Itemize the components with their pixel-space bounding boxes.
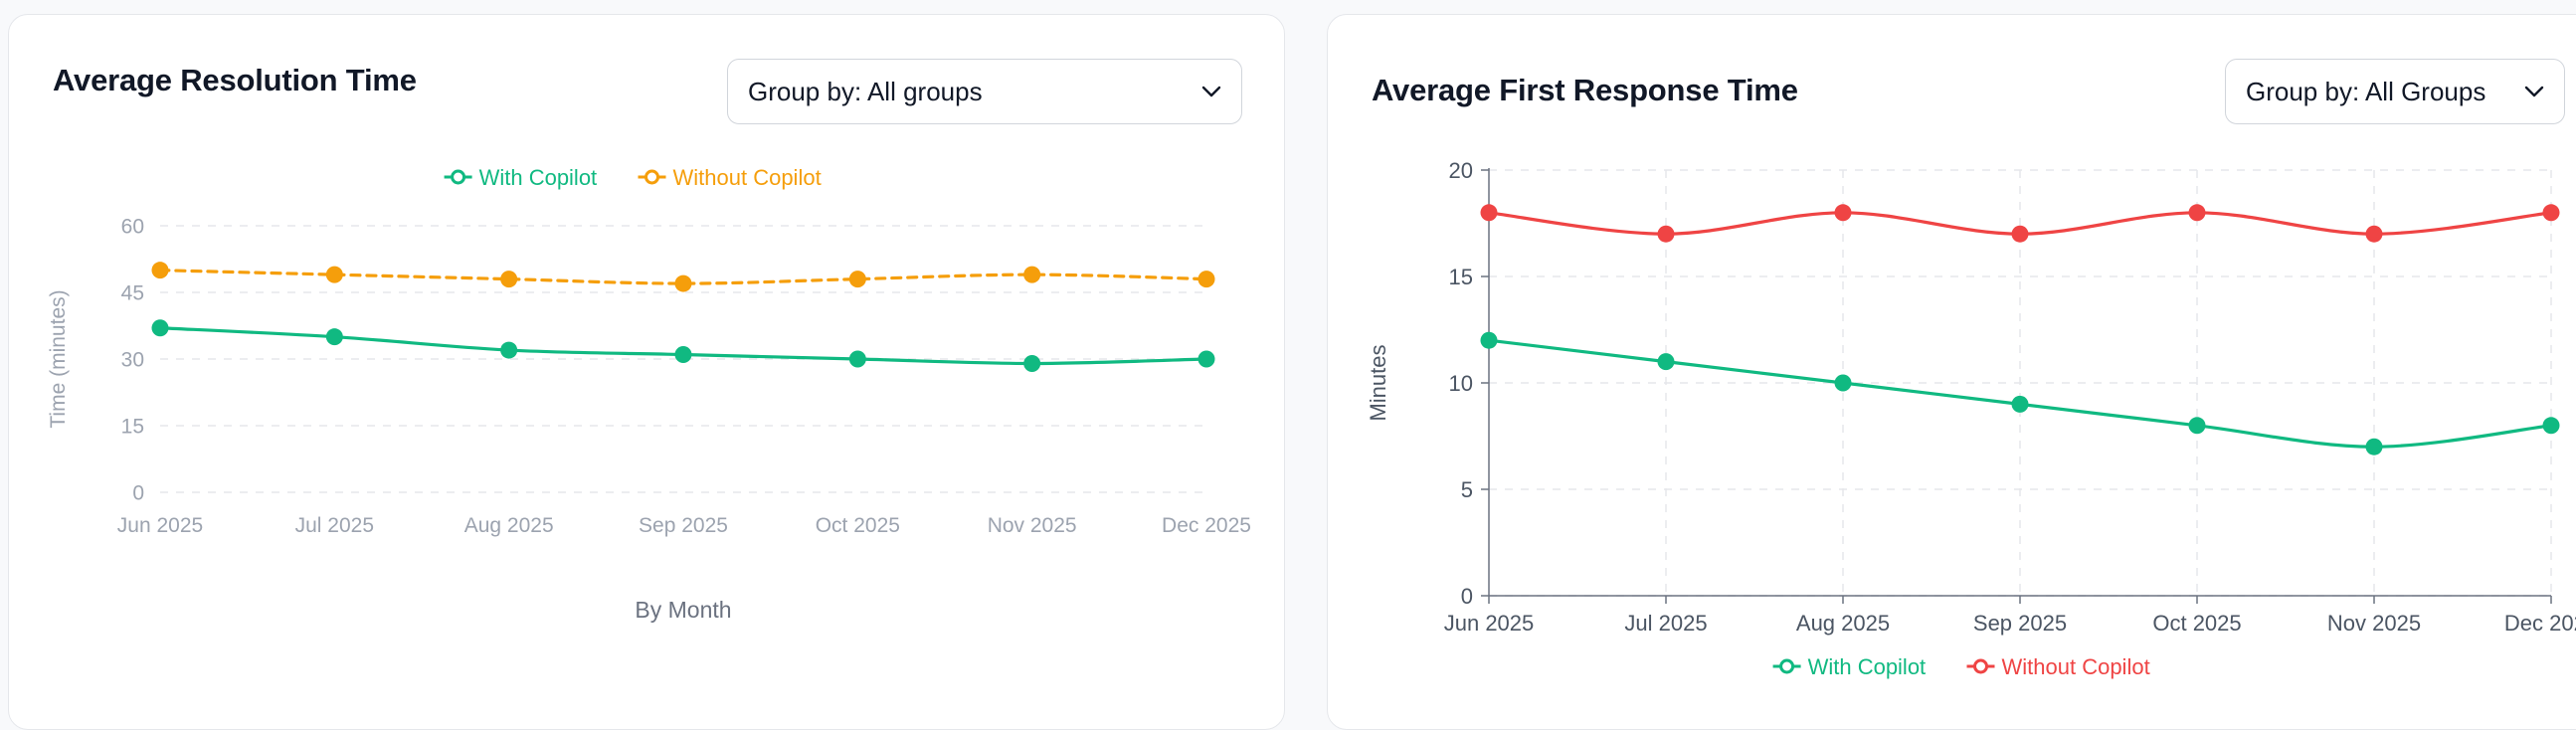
resolution-time-title: Average Resolution Time [53,63,417,97]
data-point [1197,350,1215,368]
group-by-select-value: Group by: All groups [748,76,983,106]
y-axis-label: Time (minutes) [47,289,70,428]
chevron-down-icon [1201,86,1221,97]
data-point [2011,395,2029,413]
y-tick-label: 15 [1449,265,1473,289]
x-tick-label: Dec 2025 [2504,611,2576,636]
y-tick-label: 45 [121,282,144,305]
x-tick-label: Oct 2025 [816,514,900,537]
y-axis-label: Minutes [1366,344,1390,421]
first-response-time-title: Average First Response Time [1372,73,1798,107]
x-tick-label: Jul 2025 [1624,611,1707,636]
y-tick-label: 20 [1449,158,1473,183]
x-tick-label: Aug 2025 [1796,611,1890,636]
first-response-time-card: Average First Response Time Group by: Al… [1327,14,2576,730]
legend-marker-icon [644,169,660,185]
data-point [1657,353,1675,371]
y-tick-label: 5 [1461,477,1473,502]
data-point [325,328,343,346]
y-tick-label: 0 [132,482,144,505]
first-response-time-chart: 0 5 10 15 20 Jun 2025 Jul 2025 Aug 2025 Sep 2025… [1366,158,2576,679]
group-by-select[interactable]: Group by: All Groups [2225,59,2565,124]
legend-item-with-copilot: With Copilot [1772,654,1927,679]
resolution-time-card: Average Resolution Time Group by: All gr… [8,14,1285,730]
data-point [2188,204,2206,222]
x-tick-label: Jul 2025 [295,514,374,537]
data-point [674,274,692,292]
x-tick-label: Nov 2025 [2327,611,2421,636]
chart-legend: With Copilot Without Copilot [444,165,822,190]
data-point [1023,354,1041,372]
data-point [151,319,169,337]
x-tick-label: Jun 2025 [117,514,203,537]
y-tick-label: 15 [121,416,144,439]
data-point [2188,417,2206,435]
data-point [674,346,692,364]
x-tick-label: Jun 2025 [1444,611,1535,636]
data-point [1480,331,1498,349]
data-point [1197,271,1215,288]
series-without-copilot [151,262,1215,292]
x-tick-label: Dec 2025 [1162,514,1251,537]
data-point [500,341,518,359]
series-without-copilot [1480,204,2560,243]
group-by-select[interactable]: Group by: All groups [727,59,1242,124]
legend-label: Without Copilot [673,165,822,190]
legend-marker-icon [451,169,466,185]
data-point [2542,204,2560,222]
x-tick-label: Oct 2025 [2152,611,2241,636]
data-point [1023,266,1041,283]
series-with-copilot [1480,331,2560,456]
x-tick-label: Sep 2025 [639,514,728,537]
data-point [2542,417,2560,435]
group-by-select-value: Group by: All Groups [2246,76,2486,106]
data-point [1480,204,1498,222]
data-point [848,271,866,288]
legend-label: With Copilot [479,165,598,190]
y-tick-label: 10 [1449,371,1473,396]
y-tick-label: 30 [121,349,144,372]
data-point [151,262,169,279]
data-point [1834,204,1852,222]
chevron-down-icon [2524,86,2544,97]
legend-item-without-copilot: Without Copilot [638,165,822,190]
data-point [325,266,343,283]
legend-marker-icon [1973,658,1989,674]
legend-label: Without Copilot [2002,654,2150,679]
data-point [1657,225,1675,243]
x-axis-label: By Month [635,597,731,623]
data-point [2365,438,2383,456]
legend-label: With Copilot [1808,654,1927,679]
legend-item-with-copilot: With Copilot [444,165,598,190]
y-tick-label: 60 [121,216,144,239]
x-tick-label: Aug 2025 [464,514,554,537]
data-point [848,350,866,368]
data-point [1834,374,1852,392]
x-tick-label: Nov 2025 [988,514,1077,537]
y-tick-label: 0 [1461,584,1473,609]
resolution-time-chart: 0 15 30 45 60 Jun 2025 Jul 2025 Aug 2025 Sep 202… [47,165,1251,623]
chart-legend: With Copilot Without Copilot [1772,654,2150,679]
legend-marker-icon [1779,658,1795,674]
data-point [2365,225,2383,243]
legend-item-without-copilot: Without Copilot [1966,654,2150,679]
x-tick-label: Sep 2025 [1973,611,2067,636]
data-point [500,271,518,288]
series-with-copilot [151,319,1215,372]
data-point [2011,225,2029,243]
